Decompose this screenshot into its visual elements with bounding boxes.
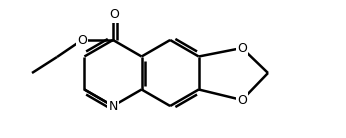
Text: N: N [108, 100, 118, 113]
Text: O: O [77, 34, 87, 47]
Text: O: O [237, 94, 247, 107]
Text: O: O [237, 42, 247, 55]
Text: O: O [109, 9, 119, 22]
